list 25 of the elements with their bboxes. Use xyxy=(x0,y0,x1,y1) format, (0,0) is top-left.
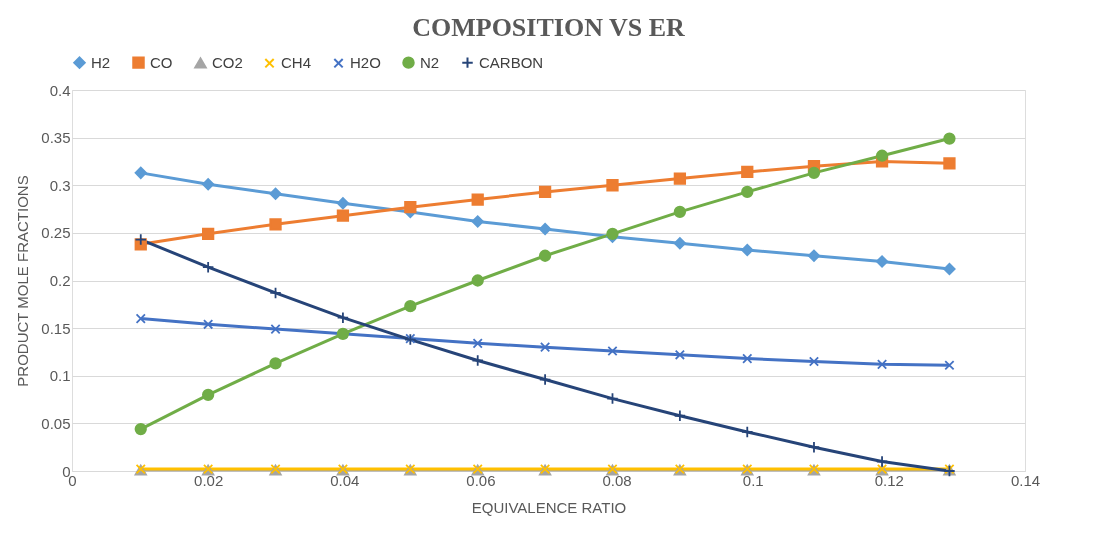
legend-label: N2 xyxy=(420,53,440,71)
x-tick-label: 0.02 xyxy=(194,471,224,489)
x-tick-label: 0.12 xyxy=(874,471,904,489)
x-tick-label: 0.1 xyxy=(742,471,764,489)
x-tick-label: 0.04 xyxy=(330,471,360,489)
y-tick-label: 0.25 xyxy=(41,224,71,242)
y-tick-label: 0.35 xyxy=(41,129,71,147)
y-tick-label: 0.1 xyxy=(49,367,71,385)
y-tick-label: 0.15 xyxy=(41,319,71,337)
legend-label: H2O xyxy=(350,54,381,72)
chart-title: COMPOSITION VS ER xyxy=(412,13,685,42)
y-axis-title: PRODUCT MOLE FRACTIONS xyxy=(14,175,32,387)
legend-label: CARBON xyxy=(479,53,544,71)
legend-label: H2 xyxy=(91,53,111,71)
y-tick-label: 0.05 xyxy=(41,414,71,432)
y-tick-label: 0.3 xyxy=(49,176,71,194)
legend-label: CH4 xyxy=(281,54,312,72)
legend-label: CO2 xyxy=(212,53,243,71)
y-tick-label: 0.4 xyxy=(49,81,71,99)
x-tick-label: 0.06 xyxy=(466,471,496,489)
x-tick-label: 0.08 xyxy=(602,471,632,489)
legend-label: CO xyxy=(150,53,173,71)
x-tick-label: 0.14 xyxy=(1010,471,1041,489)
y-tick-label: 0.2 xyxy=(49,272,71,289)
x-axis-title: EQUIVALENCE RATIO xyxy=(471,498,627,516)
